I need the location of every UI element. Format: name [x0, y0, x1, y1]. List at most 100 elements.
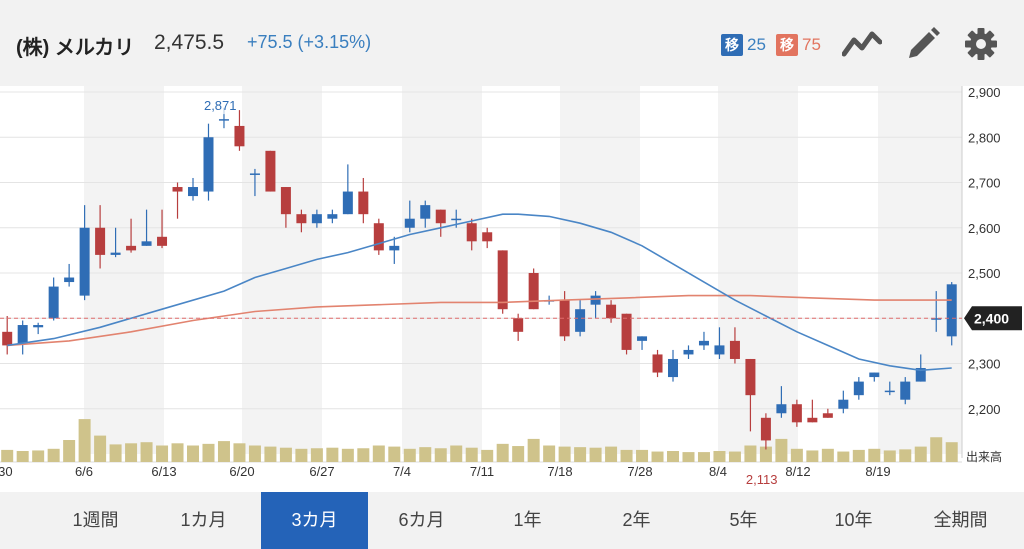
candle-body	[900, 381, 911, 400]
volume-bar	[248, 445, 261, 462]
volume-label: 出来高	[966, 449, 1002, 464]
candle-body	[884, 390, 895, 393]
x-tick-label: 7/18	[547, 464, 572, 479]
ma-short-value[interactable]: 25	[747, 35, 766, 54]
volume-bar	[1, 449, 14, 462]
candle-body	[296, 214, 307, 224]
volume-bar	[217, 441, 230, 462]
candle-body	[404, 218, 415, 228]
volume-bar	[264, 446, 277, 462]
volume-bar	[945, 442, 958, 462]
candle-body	[218, 119, 229, 121]
volume-bar	[883, 450, 896, 462]
candle-body	[265, 150, 276, 192]
volume-bar	[713, 451, 726, 462]
volume-bar	[78, 419, 91, 462]
ma-long-value[interactable]: 75	[802, 35, 821, 54]
x-tick-label: 5/30	[0, 464, 13, 479]
candle-body	[606, 304, 617, 319]
candle-body	[373, 223, 384, 251]
period-tab-1[interactable]: 1カ月	[180, 510, 227, 530]
candle-body	[327, 214, 338, 219]
x-tick-label: 6/13	[151, 464, 176, 479]
candle-body	[451, 218, 462, 221]
week-band	[640, 86, 718, 454]
line-chart-icon[interactable]	[842, 26, 882, 62]
candle-body	[698, 340, 709, 346]
period-tab-2[interactable]: 3カ月	[261, 492, 368, 549]
volume-bar	[636, 449, 649, 462]
volume-bar	[419, 447, 432, 462]
candle-body	[838, 399, 849, 409]
volume-bar	[403, 448, 416, 462]
candle-body	[559, 300, 570, 337]
period-tab-7[interactable]: 10年	[834, 510, 873, 530]
high-annotation-bg	[200, 96, 235, 115]
candle-body	[157, 236, 168, 246]
volume-bar	[868, 448, 881, 462]
x-tick-label: 8/19	[865, 464, 890, 479]
y-tick-label: 2,200	[968, 402, 1001, 417]
period-tab-5[interactable]: 2年	[622, 510, 651, 530]
volume-bar	[775, 438, 788, 462]
candle-body	[915, 368, 926, 382]
volume-bar	[759, 446, 772, 462]
volume-bar	[790, 448, 803, 462]
volume-bar	[341, 448, 354, 462]
candle-body	[637, 336, 648, 341]
x-tick-label: 7/28	[627, 464, 652, 479]
ma75-line	[7, 294, 952, 347]
candle-body	[188, 187, 199, 197]
week-band	[164, 86, 242, 454]
period-tab-6[interactable]: 5年	[729, 510, 758, 530]
candle-body	[668, 358, 679, 378]
volume-bar	[527, 438, 540, 462]
volume-bar	[744, 445, 757, 462]
volume-bar	[171, 443, 184, 462]
ma-short-badge[interactable]: 移	[721, 34, 743, 56]
candle-body	[48, 286, 59, 319]
week-band	[402, 86, 482, 454]
pencil-icon[interactable]	[903, 26, 943, 62]
current-price-tag	[964, 306, 1022, 331]
candle-body	[17, 325, 28, 344]
candle-body	[513, 318, 524, 332]
volume-bar	[47, 448, 60, 462]
candle-body	[79, 227, 90, 296]
candle-body	[172, 187, 183, 192]
volume-bar	[187, 445, 200, 462]
candlestick-chart: 2,900 2,800 2,700 2,600 2,500 2,400 2,300 2,200…	[0, 86, 1022, 487]
candle-body	[249, 173, 260, 175]
period-tab-0[interactable]: 1週間	[72, 510, 119, 530]
volume-bar	[94, 435, 107, 462]
candle-body	[621, 313, 632, 350]
candle-body	[64, 277, 75, 283]
volume-bar	[496, 443, 509, 462]
volume-bar	[233, 443, 246, 462]
period-tab-8[interactable]: 全期間	[933, 510, 988, 530]
volume-bar	[806, 450, 819, 462]
volume-bar	[899, 449, 912, 462]
volume-bar	[512, 446, 525, 462]
current-price-label: 2,400	[974, 310, 1009, 326]
period-tab-3[interactable]: 6カ月	[398, 510, 445, 530]
ma-long-badge[interactable]: 移	[776, 34, 798, 56]
volume-bar	[930, 437, 943, 462]
period-tab-4[interactable]: 1年	[513, 510, 542, 530]
period-selector: 1週間 1カ月 3カ月 6カ月 1年 2年 5年 10年 全期間	[0, 492, 1024, 549]
candle-body	[466, 223, 477, 242]
x-tick-label: 7/4	[393, 464, 411, 479]
header-bar: (株) メルカリ 2,475.5 +75.5 (+3.15%) 移 25 移 7…	[0, 0, 1024, 86]
y-tick-label: 2,500	[968, 266, 1001, 281]
volume-bar	[125, 443, 138, 462]
candle-body	[853, 381, 864, 396]
candle-body	[95, 227, 106, 255]
candle-body	[141, 241, 152, 246]
volume-bar	[63, 440, 76, 462]
y-tick-label: 2,800	[968, 130, 1001, 145]
x-tick-label: 8/12	[785, 464, 810, 479]
candle-body	[280, 187, 291, 215]
candle-body	[575, 309, 586, 332]
candle-body	[729, 340, 740, 359]
gear-icon[interactable]	[961, 26, 1001, 62]
